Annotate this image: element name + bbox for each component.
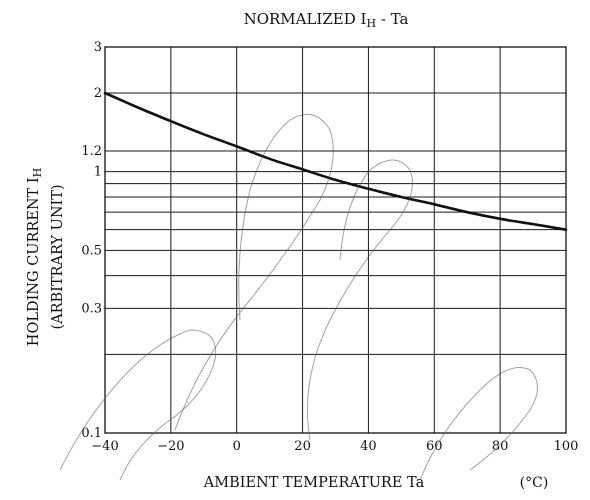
y-tick-labels: 3 2 1.2 1 0.5 0.3 0.1 (81, 40, 102, 441)
y-axis-title-line1: HOLDING CURRENT IH (26, 168, 44, 346)
svg-text:(ARBITRARY UNIT): (ARBITRARY UNIT) (50, 184, 66, 329)
x-tick-label: 100 (554, 439, 579, 454)
x-tick-label: 20 (294, 439, 311, 454)
y-tick-label: 3 (94, 40, 102, 55)
x-tick-label: −20 (157, 439, 184, 454)
y-tick-label: 0.1 (81, 426, 102, 441)
holding-current-curve-0 (103, 91, 568, 231)
x-axis-title: AMBIENT TEMPERATURE Ta (203, 475, 425, 491)
chart-title: NORMALIZED IH - Ta (244, 10, 409, 30)
x-tick-label: 60 (426, 439, 443, 454)
x-tick-label: 80 (492, 439, 509, 454)
series-layer (103, 91, 568, 231)
watermark (59, 113, 538, 481)
y-axis-title-line2: (ARBITRARY UNIT) (50, 184, 66, 329)
x-tick-label: 0 (233, 439, 241, 454)
y-tick-label: 0.3 (81, 301, 102, 316)
x-axis-unit: (°C) (520, 475, 549, 491)
y-tick-label: 1 (94, 165, 102, 180)
x-tick-labels: −40 −20 0 20 40 60 80 100 (91, 439, 578, 454)
plot-frame (104, 46, 567, 434)
y-tick-label: 2 (94, 86, 102, 101)
x-tick-label: −40 (91, 439, 118, 454)
x-tick-label: 40 (360, 439, 377, 454)
y-tick-label: 0.5 (81, 243, 102, 258)
grid-lines (104, 46, 567, 434)
svg-text:HOLDING CURRENT IH: HOLDING CURRENT IH (26, 168, 44, 346)
y-tick-label: 1.2 (81, 144, 102, 159)
